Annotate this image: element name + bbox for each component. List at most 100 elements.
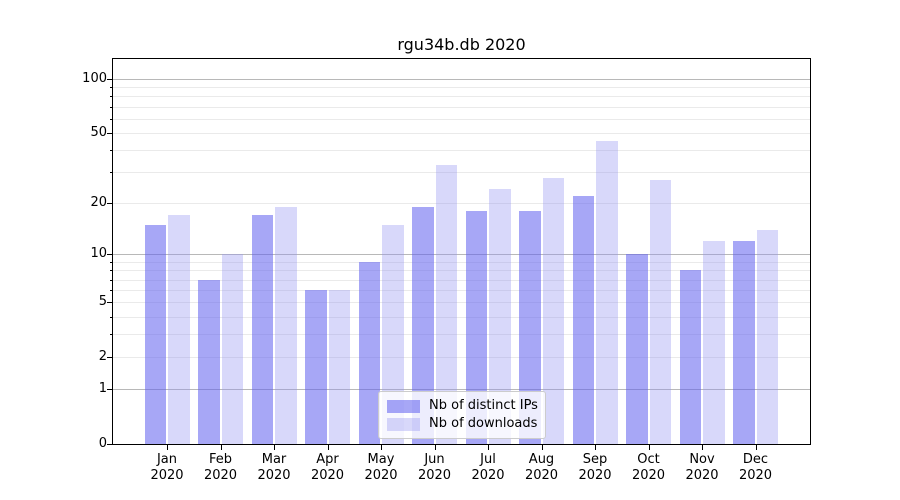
y-axis-minor-tick-mark bbox=[110, 106, 113, 108]
x-axis-tick-label: Jul 2020 bbox=[456, 452, 520, 484]
y-axis-minor-tick-mark bbox=[110, 279, 113, 281]
y-axis-minor-tick-mark bbox=[110, 150, 113, 152]
x-tick-month: Mar bbox=[261, 452, 287, 467]
x-axis-tick-mark bbox=[702, 445, 703, 450]
x-axis-tick-mark bbox=[220, 445, 222, 450]
y-axis-tick-mark bbox=[107, 133, 112, 135]
x-tick-year: 2020 bbox=[578, 468, 612, 483]
x-axis-tick-mark bbox=[755, 445, 757, 450]
y-axis-tick-mark bbox=[107, 254, 112, 256]
y-axis-tick-mark bbox=[107, 302, 112, 304]
bar-distinct-ips-may bbox=[358, 261, 380, 444]
x-tick-year: 2020 bbox=[257, 468, 291, 483]
x-tick-month: Nov bbox=[689, 452, 715, 467]
bar-distinct-ips-dec bbox=[733, 241, 755, 444]
y-axis-minor-tick-mark bbox=[110, 96, 113, 98]
gridline-minor bbox=[113, 334, 810, 336]
x-tick-year: 2020 bbox=[417, 468, 452, 483]
x-tick-month: Jul bbox=[480, 452, 496, 467]
x-axis-tick-label: Jun 2020 bbox=[403, 452, 467, 484]
x-tick-month: May bbox=[367, 452, 395, 467]
y-axis-tick-label: 100 bbox=[82, 71, 107, 86]
y-axis-minor-tick-mark bbox=[110, 334, 113, 336]
x-axis-tick-label: May 2020 bbox=[349, 452, 413, 484]
y-axis-tick-mark bbox=[107, 203, 112, 205]
bar-distinct-ips-nov bbox=[679, 270, 701, 444]
gridline-major bbox=[113, 254, 810, 256]
y-axis-minor-tick-mark bbox=[110, 87, 113, 89]
y-axis-minor-tick-mark bbox=[110, 270, 113, 272]
bar-downloads-sep bbox=[596, 141, 618, 444]
legend-swatch bbox=[387, 399, 420, 413]
x-axis-tick-mark bbox=[381, 445, 382, 450]
y-axis-tick-label: 20 bbox=[90, 195, 107, 211]
y-axis-tick-label: 0 bbox=[98, 436, 107, 451]
legend-item: Nb of distinct IPs bbox=[387, 397, 538, 415]
x-axis-tick-label: Apr 2020 bbox=[296, 452, 360, 484]
y-axis-minor-tick-mark bbox=[110, 316, 113, 318]
gridline-minor bbox=[113, 150, 810, 152]
y-axis-tick-mark bbox=[107, 389, 112, 391]
x-axis-tick-label: Aug 2020 bbox=[510, 452, 574, 484]
x-tick-month: Oct bbox=[637, 452, 660, 467]
x-axis-tick-mark bbox=[274, 445, 275, 450]
bar-downloads-oct bbox=[649, 180, 671, 444]
gridline-major bbox=[113, 389, 810, 391]
bar-distinct-ips-jul bbox=[465, 211, 487, 444]
bar-downloads-jan bbox=[168, 215, 190, 444]
gridline-minor bbox=[113, 96, 810, 98]
x-axis-tick-label: Nov 2020 bbox=[670, 452, 734, 484]
gridline-minor bbox=[113, 290, 810, 292]
gridline-minor bbox=[113, 279, 810, 281]
y-axis-minor-tick-mark bbox=[110, 172, 113, 174]
gridline-minor bbox=[113, 270, 810, 272]
x-tick-year: 2020 bbox=[524, 468, 559, 483]
bar-distinct-ips-aug bbox=[519, 211, 541, 444]
x-tick-month: Jan bbox=[156, 452, 178, 467]
bar-distinct-ips-mar bbox=[251, 215, 273, 444]
gridline-minor bbox=[113, 106, 810, 108]
x-axis-tick-label: Mar 2020 bbox=[242, 452, 306, 484]
y-axis-tick-label: 5 bbox=[98, 294, 107, 310]
x-axis-tick-mark bbox=[327, 445, 329, 450]
gridline-major bbox=[113, 79, 810, 80]
bar-distinct-ips-sep bbox=[572, 196, 594, 444]
x-axis-tick-mark bbox=[541, 445, 543, 450]
x-axis-tick-mark bbox=[595, 445, 596, 450]
y-axis-minor-tick-mark bbox=[110, 261, 113, 263]
bar-distinct-ips-oct bbox=[626, 254, 648, 444]
x-tick-month: Feb bbox=[208, 452, 233, 467]
chart-title: rgu34b.db 2020 bbox=[397, 35, 526, 54]
gridline-minor bbox=[113, 261, 810, 263]
x-axis-tick-label: Jan 2020 bbox=[135, 452, 199, 484]
gridline-minor bbox=[113, 172, 810, 174]
x-axis-tick-mark bbox=[488, 445, 489, 450]
y-axis-minor-tick-mark bbox=[110, 118, 113, 120]
bar-distinct-ips-apr bbox=[305, 290, 327, 444]
y-axis-tick-label: 50 bbox=[90, 125, 107, 141]
x-tick-year: 2020 bbox=[203, 468, 238, 483]
bar-downloads-dec bbox=[756, 229, 778, 444]
bar-downloads-aug bbox=[542, 177, 564, 444]
y-axis-tick-label: 10 bbox=[90, 246, 107, 262]
x-tick-month: Aug bbox=[528, 452, 555, 467]
x-tick-year: 2020 bbox=[364, 468, 398, 483]
legend-label: Nb of distinct IPs bbox=[429, 398, 538, 413]
y-axis-tick-mark bbox=[107, 444, 112, 445]
gridline-minor bbox=[113, 118, 810, 120]
x-tick-year: 2020 bbox=[150, 468, 184, 483]
gridline-minor bbox=[113, 357, 810, 359]
legend: Nb of distinct IPs Nb of downloads bbox=[378, 391, 546, 439]
gridline-minor bbox=[113, 302, 810, 304]
gridline-minor bbox=[113, 87, 810, 89]
plot-area bbox=[113, 59, 810, 444]
y-axis-tick-label: 1 bbox=[98, 381, 107, 397]
bar-distinct-ips-feb bbox=[198, 279, 220, 444]
x-tick-month: Dec bbox=[742, 452, 769, 467]
bar-downloads-jun bbox=[435, 165, 457, 444]
y-axis-tick-label: 2 bbox=[98, 349, 107, 365]
bar-distinct-ips-jun bbox=[412, 207, 434, 444]
x-tick-month: Apr bbox=[316, 452, 339, 467]
bar-distinct-ips-jan bbox=[144, 224, 166, 444]
